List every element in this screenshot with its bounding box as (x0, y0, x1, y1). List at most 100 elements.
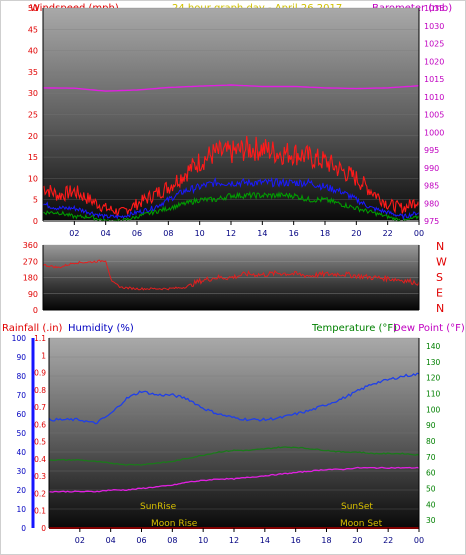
humidity-tick-label: 40 (16, 448, 26, 457)
rainfall-tick-label: 0.1 (34, 507, 46, 516)
rainfall-tick-labels: 0 0.1 0.2 0.3 0.4 0.5 0.6 0.7 0.8 0.9 1 1.1 (34, 334, 46, 533)
barometer-tick-label: 1010 (424, 93, 444, 102)
barometer-tick-label: 1020 (424, 57, 444, 66)
temp-humidity-plot-area (49, 338, 419, 527)
temperature-tick-label: 80 (426, 437, 436, 446)
windspeed-tick-label: 25 (28, 111, 38, 120)
humidity-line (48, 372, 420, 425)
windspeed-tick-label: 45 (28, 25, 38, 34)
direction-series-group (42, 259, 420, 291)
windspeed-tick-label: 15 (28, 153, 38, 162)
x-tick-label: 04 (106, 536, 116, 545)
humidity-tick-label: 20 (16, 486, 26, 495)
compass-letter: S (436, 271, 443, 284)
temperature-tick-label: 100 (426, 405, 441, 414)
barometer-tick-label: 1000 (424, 128, 444, 137)
x-tick-label: 18 (321, 536, 331, 545)
rainfall-tick-label: 0.6 (34, 420, 46, 429)
barometer-tick-label: 1025 (424, 40, 444, 49)
x-tick-label: 02 (75, 536, 85, 545)
x-tick-label: 08 (167, 536, 177, 545)
windspeed-tick-label: 40 (28, 47, 38, 56)
x-tick-label: 12 (226, 229, 236, 238)
direction-tick-label: 270 (23, 257, 38, 266)
rainfall-tick-label: 0.4 (34, 455, 46, 464)
humidity-tick-label: 10 (16, 505, 26, 514)
dewpoint-line (48, 466, 420, 493)
windspeed-tick-label: 35 (28, 68, 38, 77)
barometer-tick-labels: 975 980 985 990 995 1000 1005 1010 1015 1020 1025 1… (424, 4, 444, 226)
moonset-label: Moon Set (340, 519, 383, 529)
humidity-tick-label: 80 (16, 372, 26, 381)
temperature-tick-labels: 30 40 50 60 70 80 90 100 110 120 130 140 (426, 342, 441, 525)
humidity-tick-label: 60 (16, 410, 26, 419)
compass-letter: N (436, 240, 444, 253)
barometer-tick-label: 975 (424, 217, 439, 226)
humidity-tick-label: 70 (16, 391, 26, 400)
direction-tick-label: 0 (33, 306, 38, 315)
rainfall-tick-label: 0.7 (34, 403, 46, 412)
x-tick-label: 22 (383, 229, 393, 238)
x-tick-label: 14 (260, 536, 270, 545)
dewpoint-axis-title: Dew Point (°F) (393, 323, 465, 334)
temperature-tick-label: 90 (426, 421, 436, 430)
barometer-line (43, 84, 420, 92)
x-tick-label: 16 (289, 229, 299, 238)
x-tick-label: 10 (195, 229, 205, 238)
windspeed-tick-label: 30 (28, 89, 38, 98)
humidity-axis-title: Humidity (%) (68, 323, 134, 334)
rainfall-tick-label: 0.2 (34, 489, 46, 498)
sunset-label: SunSet (341, 502, 373, 512)
x-tick-label: 16 (291, 536, 301, 545)
humidity-tick-label: 90 (16, 353, 26, 362)
temperature-tick-label: 130 (426, 358, 441, 367)
x-tick-label: 10 (198, 536, 208, 545)
windspeed-line (42, 135, 420, 217)
rainfall-tick-label: 0.3 (34, 472, 46, 481)
direction-degree-labels: 0 90 180 270 360 (23, 241, 38, 315)
temperature-tick-label: 120 (426, 374, 441, 383)
rainfall-tick-label: 1.1 (34, 334, 46, 343)
x-tick-label: 20 (351, 229, 361, 238)
compass-letter: W (436, 256, 447, 269)
temperature-tick-label: 70 (426, 453, 436, 462)
x-tick-label: 12 (229, 536, 239, 545)
direction-tick-label: 360 (23, 241, 38, 250)
wind-x-tick-labels: 02 04 06 08 10 12 14 16 18 20 22 00 (69, 221, 424, 238)
x-tick-label: 06 (136, 536, 146, 545)
rainfall-tick-label: 1 (41, 351, 46, 360)
humidity-tick-label: 50 (16, 429, 26, 438)
temp-humidity-grid (49, 337, 419, 529)
x-tick-label: 14 (257, 229, 267, 238)
barometer-tick-label: 1015 (424, 75, 444, 84)
wind-series-group (42, 84, 420, 223)
temp-x-tick-labels: 02 04 06 08 10 12 14 16 18 20 22 00 (75, 528, 424, 545)
rainfall-axis-title: Rainfall (.in) (2, 323, 63, 334)
x-tick-label: 08 (163, 229, 173, 238)
temperature-tick-label: 30 (426, 516, 436, 525)
temperature-tick-label: 140 (426, 342, 441, 351)
temperature-tick-label: 110 (426, 389, 441, 398)
rainfall-tick-label: 0.5 (34, 438, 46, 447)
barometer-tick-label: 985 (424, 182, 439, 191)
windspeed-tick-label: 20 (28, 132, 38, 141)
windspeed-tick-label: 0 (33, 217, 38, 226)
humidity-tick-label: 0 (21, 524, 26, 533)
barometer-tick-label: 990 (424, 164, 439, 173)
temperature-tick-label: 40 (426, 500, 436, 509)
x-tick-label: 02 (69, 229, 79, 238)
temperature-axis-title: Temperature (°F) (311, 323, 397, 334)
barometer-tick-label: 1030 (424, 22, 444, 31)
direction-line (42, 259, 420, 291)
direction-tick-label: 180 (23, 274, 38, 283)
x-tick-label: 18 (320, 229, 330, 238)
rainfall-tick-label: 0.8 (34, 386, 46, 395)
windspeed-tick-label: 10 (28, 174, 38, 183)
x-tick-label: 04 (101, 229, 111, 238)
compass-letter: N (436, 302, 444, 315)
x-tick-label: 20 (352, 536, 362, 545)
rainfall-tick-label: 0 (41, 524, 46, 533)
barometer-tick-label: 995 (424, 146, 439, 155)
